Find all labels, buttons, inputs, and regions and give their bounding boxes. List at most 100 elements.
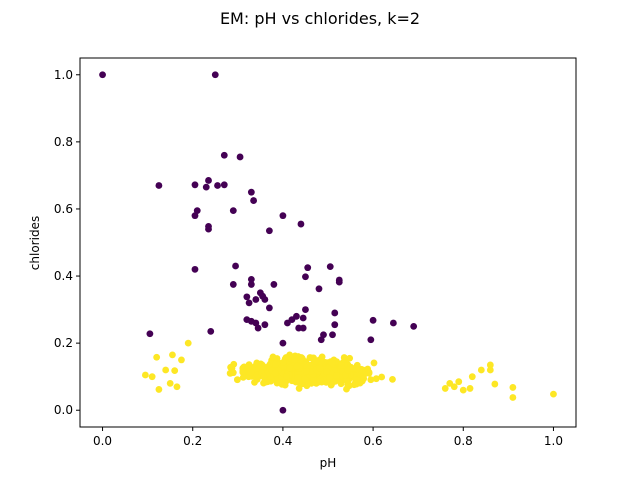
data-point-cluster-1 (301, 375, 309, 383)
data-point-cluster-1 (477, 366, 485, 374)
data-point-cluster-0 (261, 296, 269, 303)
data-point-cluster-1 (312, 357, 320, 365)
data-point-cluster-0 (326, 263, 334, 271)
data-point-cluster-0 (369, 316, 377, 324)
x-axis-ticks: 0.0 0.2 0.4 0.6 0.8 1.0 (93, 427, 563, 448)
data-point-cluster-0 (229, 281, 237, 288)
data-point-cluster-0 (270, 281, 278, 288)
data-point-cluster-0 (202, 183, 210, 191)
data-point-cluster-1 (325, 374, 333, 382)
data-point-cluster-0 (99, 71, 106, 79)
data-point-cluster-1 (171, 367, 179, 375)
data-point-cluster-0 (250, 197, 257, 204)
data-point-cluster-0 (304, 264, 312, 272)
data-point-cluster-1 (441, 385, 449, 392)
data-point-cluster-1 (389, 375, 396, 383)
data-point-cluster-0 (293, 312, 300, 320)
data-point-cluster-0 (247, 281, 255, 288)
data-point-cluster-0 (265, 227, 273, 235)
data-point-cluster-0 (279, 406, 287, 414)
data-point-cluster-1 (228, 364, 236, 372)
data-point-cluster-1 (372, 375, 380, 383)
data-point-cluster-0 (254, 324, 262, 332)
data-point-cluster-1 (233, 376, 241, 384)
chart-title: EM: pH vs chlorides, k=2 (220, 9, 420, 28)
data-point-cluster-1 (293, 362, 301, 370)
data-point-cluster-1 (286, 364, 294, 372)
data-point-cluster-1 (491, 380, 499, 388)
y-tick-label: 0.4 (54, 269, 73, 283)
data-point-cluster-0 (279, 339, 287, 347)
data-point-cluster-1 (260, 372, 267, 380)
data-point-cluster-1 (360, 375, 368, 383)
x-axis-label: pH (320, 456, 337, 470)
data-point-cluster-1 (273, 379, 281, 387)
data-point-cluster-0 (331, 309, 339, 317)
x-tick-label: 0.8 (454, 434, 473, 448)
data-point-cluster-1 (343, 385, 350, 393)
data-point-cluster-0 (265, 304, 273, 312)
plot-frame (79, 57, 577, 428)
data-point-cluster-1 (239, 373, 247, 381)
data-point-cluster-0 (146, 330, 154, 338)
data-point-cluster-0 (205, 225, 212, 233)
data-point-cluster-1 (178, 356, 185, 364)
data-point-cluster-0 (302, 273, 309, 281)
data-point-cluster-1 (310, 375, 318, 383)
data-point-cluster-1 (162, 366, 170, 374)
data-point-cluster-0 (214, 182, 221, 189)
data-point-cluster-1 (338, 361, 345, 369)
data-point-cluster-0 (410, 322, 418, 330)
data-point-cluster-1 (153, 353, 161, 361)
data-point-cluster-1 (550, 390, 557, 398)
data-point-cluster-0 (252, 296, 260, 303)
data-point-cluster-1 (239, 364, 247, 372)
data-point-cluster-0 (315, 285, 323, 293)
data-point-cluster-0 (247, 188, 255, 196)
y-tick-label: 0.0 (54, 403, 73, 417)
data-point-cluster-0 (389, 319, 397, 327)
data-point-cluster-0 (220, 181, 228, 189)
data-point-cluster-0 (220, 151, 228, 159)
data-point-cluster-1 (271, 369, 279, 377)
data-point-cluster-1 (367, 376, 375, 384)
data-point-cluster-1 (269, 353, 277, 361)
x-tick-label: 1.0 (544, 434, 563, 448)
data-point-cluster-0 (232, 262, 239, 270)
y-tick-label: 1.0 (54, 68, 73, 82)
data-point-cluster-1 (247, 369, 255, 377)
data-point-cluster-1 (166, 379, 174, 387)
data-point-cluster-1 (294, 374, 302, 382)
data-point-cluster-1 (302, 367, 310, 375)
data-point-cluster-0 (191, 212, 199, 220)
data-point-cluster-1 (486, 366, 494, 374)
data-point-cluster-0 (229, 207, 237, 215)
y-axis-ticks: 0.0 0.2 0.4 0.6 0.8 1.0 (54, 68, 80, 417)
data-point-cluster-0 (261, 321, 269, 329)
data-point-cluster-0 (299, 324, 307, 332)
data-point-cluster-1 (328, 359, 336, 367)
data-point-cluster-1 (316, 364, 324, 372)
data-point-cluster-0 (155, 182, 163, 189)
data-point-cluster-1 (323, 368, 331, 376)
data-point-cluster-0 (211, 71, 219, 79)
x-tick-label: 0.2 (183, 434, 202, 448)
data-point-cluster-0 (331, 321, 339, 329)
y-tick-label: 0.6 (54, 202, 73, 216)
data-point-cluster-1 (283, 372, 290, 380)
data-point-cluster-1 (468, 373, 476, 381)
data-point-cluster-1 (169, 351, 176, 359)
data-point-cluster-1 (365, 369, 373, 377)
data-point-cluster-1 (272, 360, 280, 368)
data-point-cluster-1 (370, 359, 378, 367)
x-tick-label: 0.4 (273, 434, 292, 448)
data-point-cluster-0 (302, 306, 309, 313)
y-axis-label: chlorides (28, 216, 42, 270)
data-point-cluster-1 (155, 386, 163, 393)
data-point-cluster-1 (279, 358, 287, 366)
data-point-cluster-0 (329, 331, 336, 339)
data-point-cluster-0 (207, 328, 215, 335)
